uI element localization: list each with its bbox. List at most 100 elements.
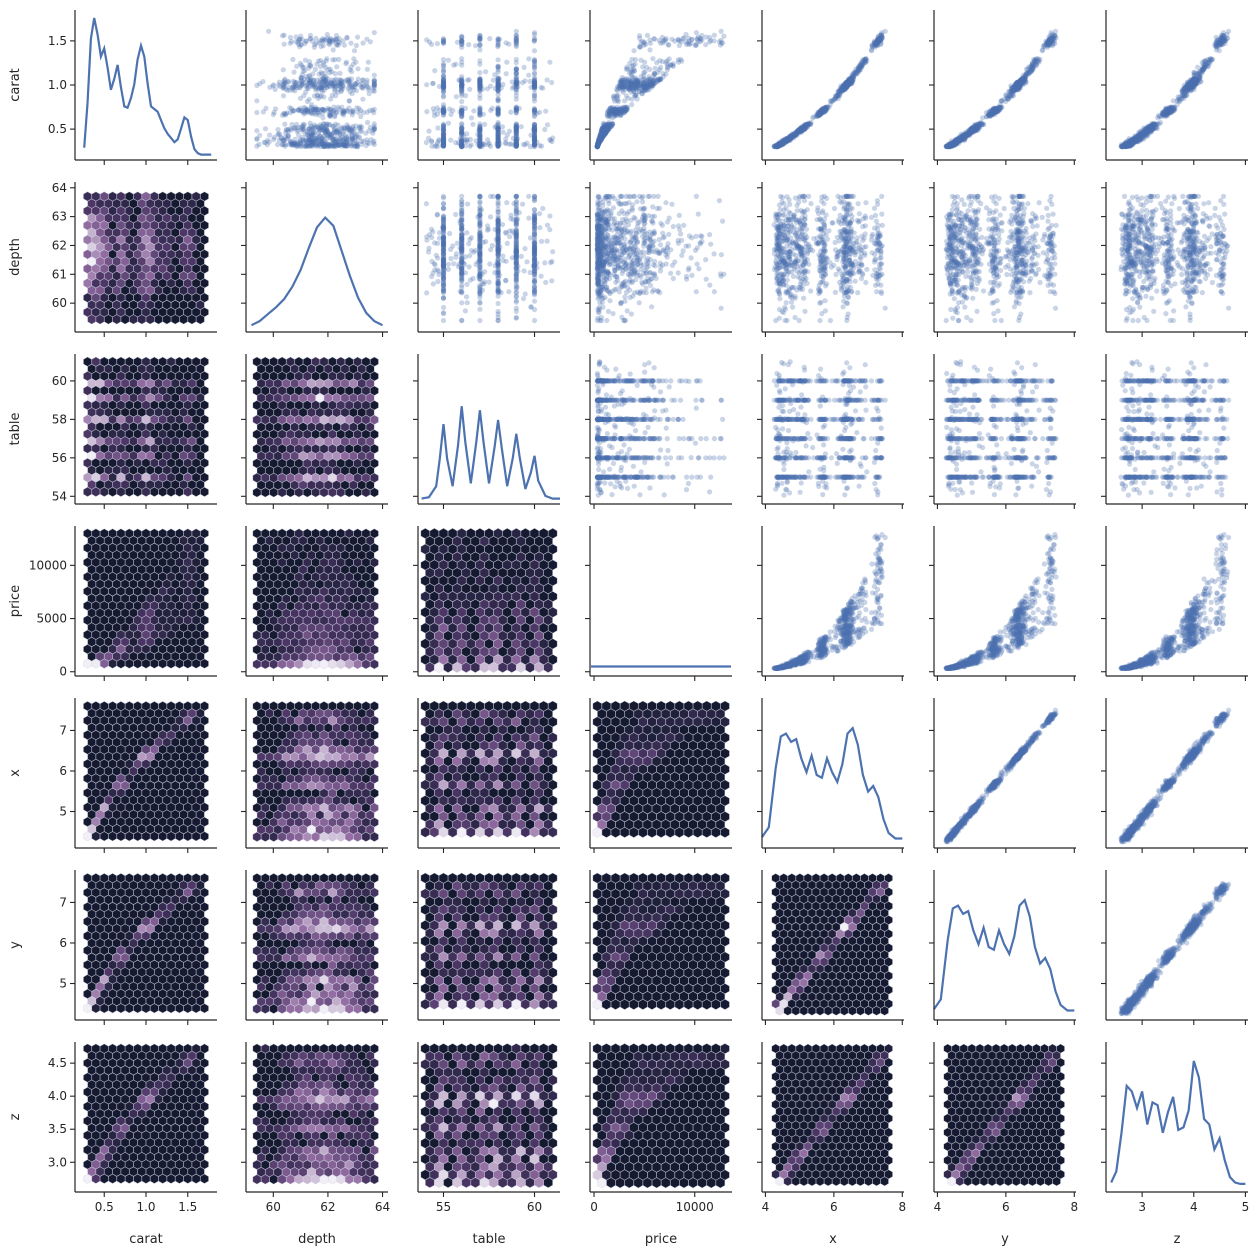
scatter-point — [265, 142, 270, 147]
scatter-point — [431, 106, 436, 111]
scatter-point — [670, 63, 675, 68]
scatter-point — [434, 143, 439, 148]
scatter-point — [372, 89, 377, 94]
scatter-point — [872, 40, 877, 45]
scatter-point — [282, 122, 287, 127]
scatter-point — [514, 71, 519, 76]
scatter-point — [312, 42, 317, 47]
scatter-point — [1034, 63, 1039, 68]
scatter-point — [650, 56, 655, 61]
scatter-point — [304, 39, 309, 44]
scatter-point — [477, 47, 482, 52]
scatter-point — [459, 121, 464, 126]
scatter-point — [477, 107, 482, 112]
scatter-point — [459, 81, 464, 86]
scatter-point — [604, 124, 609, 129]
scatter-point — [465, 137, 470, 142]
scatter-point — [514, 29, 519, 34]
scatter-point — [309, 102, 314, 107]
scatter-point — [617, 85, 622, 90]
panel-carat-vs-depth — [254, 29, 377, 150]
scatter-point — [496, 82, 501, 87]
scatter-point — [284, 127, 289, 132]
scatter-point — [441, 109, 446, 114]
scatter-point — [364, 137, 369, 142]
scatter-point — [686, 36, 691, 41]
scatter-point — [795, 129, 800, 134]
scatter-point — [1049, 30, 1054, 35]
scatter-point — [622, 105, 627, 110]
scatter-point — [844, 80, 849, 85]
scatter-point — [477, 36, 482, 41]
scatter-point — [532, 126, 537, 131]
scatter-point — [309, 127, 314, 132]
scatter-point — [712, 38, 717, 43]
scatter-point — [477, 70, 482, 75]
scatter-point — [719, 40, 724, 45]
scatter-point — [496, 97, 501, 102]
scatter-point — [459, 129, 464, 134]
scatter-point — [318, 94, 323, 99]
scatter-point — [365, 110, 370, 115]
scatter-point — [679, 39, 684, 44]
scatter-point — [281, 138, 286, 143]
scatter-point — [290, 57, 295, 62]
scatter-point — [298, 108, 303, 113]
scatter-point — [459, 114, 464, 119]
scatter-point — [532, 39, 537, 44]
scatter-point — [642, 40, 647, 45]
scatter-point — [693, 43, 698, 48]
scatter-point — [605, 112, 610, 117]
scatter-point — [320, 140, 325, 145]
scatter-point — [350, 126, 355, 131]
scatter-point — [348, 110, 353, 115]
scatter-point — [347, 98, 352, 103]
scatter-point — [283, 112, 288, 117]
scatter-point — [441, 143, 446, 148]
scatter-point — [331, 47, 336, 52]
scatter-point — [470, 122, 475, 127]
scatter-point — [254, 110, 259, 115]
scatter-point — [441, 36, 446, 41]
panel-carat-vs-y — [944, 29, 1059, 150]
scatter-point — [330, 137, 335, 142]
scatter-point — [352, 48, 357, 53]
scatter-point — [990, 112, 995, 117]
scatter-point — [630, 97, 635, 102]
scatter-point — [694, 30, 699, 35]
scatter-point — [508, 110, 513, 115]
scatter-point — [307, 97, 312, 102]
scatter-point — [313, 36, 318, 41]
scatter-point — [459, 88, 464, 93]
scatter-point — [503, 140, 508, 145]
scatter-point — [998, 102, 1003, 107]
scatter-point — [454, 94, 459, 99]
scatter-point — [282, 42, 287, 47]
scatter-point — [678, 57, 683, 62]
scatter-point — [356, 110, 361, 115]
panel-carat-vs-price — [595, 29, 727, 150]
scatter-point — [532, 83, 537, 88]
scatter-point — [332, 114, 337, 119]
scatter-point — [514, 131, 519, 136]
scatter-point — [652, 37, 657, 42]
scatter-point — [320, 85, 325, 90]
scatter-point — [273, 87, 278, 92]
scatter-point — [451, 63, 456, 68]
scatter-point — [372, 73, 377, 78]
scatter-point — [371, 110, 376, 115]
scatter-point — [450, 108, 455, 113]
scatter-point — [339, 79, 344, 84]
scatter-point — [338, 139, 343, 144]
scatter-point — [514, 37, 519, 42]
scatter-point — [1053, 29, 1058, 34]
scatter-point — [818, 112, 823, 117]
scatter-point — [522, 65, 527, 70]
scatter-point — [627, 86, 632, 91]
scatter-point — [504, 71, 509, 76]
scatter-point — [298, 42, 303, 47]
scatter-point — [282, 33, 287, 38]
scatter-point — [642, 60, 647, 65]
scatter-point — [297, 37, 302, 42]
